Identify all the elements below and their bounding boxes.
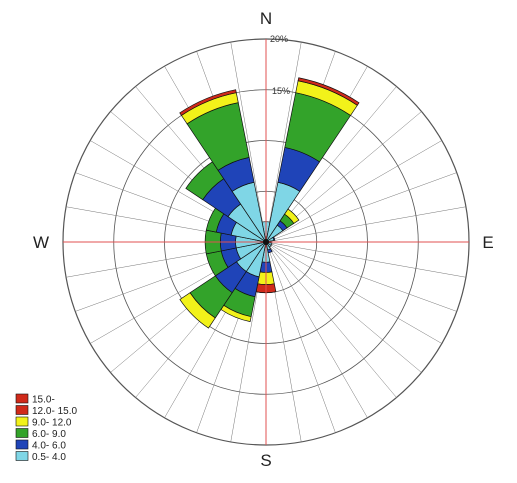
ring-label-15: 15% bbox=[272, 86, 290, 96]
wind-sector-ne-bin3 bbox=[284, 208, 300, 224]
legend-swatch bbox=[15, 439, 29, 450]
legend-label: 12.0- 15.0 bbox=[32, 406, 77, 417]
grid-spoke bbox=[265, 172, 457, 243]
legend-swatch bbox=[15, 393, 29, 404]
grid-spoke bbox=[265, 241, 466, 278]
legend-swatch bbox=[15, 405, 29, 415]
direction-label-w: W bbox=[33, 233, 49, 252]
grid-spoke bbox=[265, 241, 442, 344]
grid-spoke bbox=[265, 241, 368, 418]
compass-axes bbox=[63, 39, 469, 445]
grid-spoke bbox=[265, 241, 397, 398]
legend: 15.0-12.0- 15.09.0- 12.06.0- 9.04.0- 6.0… bbox=[15, 393, 77, 463]
direction-label-n: N bbox=[260, 9, 272, 28]
grid-spoke bbox=[230, 42, 267, 243]
legend-swatch bbox=[15, 428, 29, 438]
direction-label-s: S bbox=[260, 451, 271, 470]
grid-spoke bbox=[265, 241, 336, 433]
grid-spoke bbox=[265, 241, 422, 373]
grid-spoke bbox=[265, 140, 442, 243]
direction-label-e: E bbox=[482, 233, 493, 252]
grid-spoke bbox=[265, 241, 457, 312]
legend-label: 0.5- 4.0 bbox=[32, 452, 66, 463]
legend-label: 15.0- bbox=[32, 395, 55, 406]
grid-spoke bbox=[265, 42, 302, 243]
legend-label: 4.0- 6.0 bbox=[32, 441, 66, 452]
grid-spoke bbox=[265, 206, 466, 243]
wind-sector-sw-bin3 bbox=[179, 292, 216, 329]
wind-sector-nnw-bin4 bbox=[179, 89, 237, 116]
legend-swatch bbox=[15, 416, 29, 427]
ring-label-20: 20% bbox=[270, 34, 288, 44]
legend-swatch bbox=[15, 451, 29, 461]
legend-label: 9.0- 12.0 bbox=[32, 418, 72, 429]
wind-sectors bbox=[179, 77, 360, 329]
legend-label: 6.0- 9.0 bbox=[32, 429, 66, 440]
wind-sector-ene-bin1 bbox=[272, 236, 276, 241]
wind-sector-nne-bin4 bbox=[297, 77, 360, 106]
center-dot bbox=[263, 239, 269, 245]
